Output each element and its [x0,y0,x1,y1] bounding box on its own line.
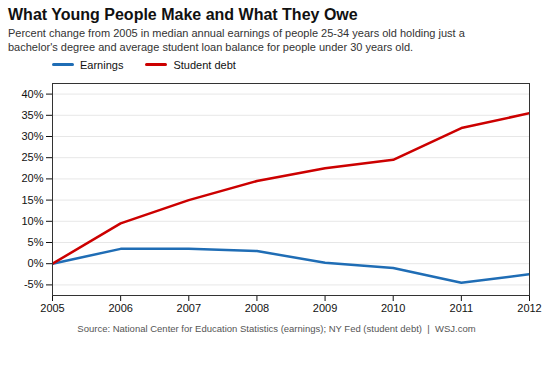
svg-text:10%: 10% [21,214,43,226]
svg-text:2011: 2011 [450,302,474,314]
svg-text:2012: 2012 [517,302,541,314]
html-text:What Young People Make and Wha: What Young People Make and What They Owe [8,6,358,23]
svg-text:2008: 2008 [245,302,269,314]
html-text:Source: National Center for Ed: Source: National Center for Education St… [77,322,476,334]
svg-text:2006: 2006 [108,302,132,314]
svg-text:35%: 35% [21,108,43,120]
svg-text:0%: 0% [28,257,44,269]
svg-text:2007: 2007 [177,302,201,314]
svg-text:2009: 2009 [313,302,337,314]
svg-text:5%: 5% [28,236,44,248]
svg-text:25%: 25% [21,151,43,163]
svg-text:2005: 2005 [40,302,64,314]
svg-text:2010: 2010 [381,302,405,314]
html-text:Earnings: Earnings [80,58,124,71]
svg-text:20%: 20% [21,172,43,184]
svg-text:-5%: -5% [24,278,44,290]
html-text:Percent change from 2005 in me: Percent change from 2005 in median annua… [8,27,465,53]
svg-text:15%: 15% [21,193,43,205]
html-text:Student debt: Student debt [173,58,236,71]
svg-text:30%: 30% [21,130,43,142]
svg-text:40%: 40% [21,87,43,99]
